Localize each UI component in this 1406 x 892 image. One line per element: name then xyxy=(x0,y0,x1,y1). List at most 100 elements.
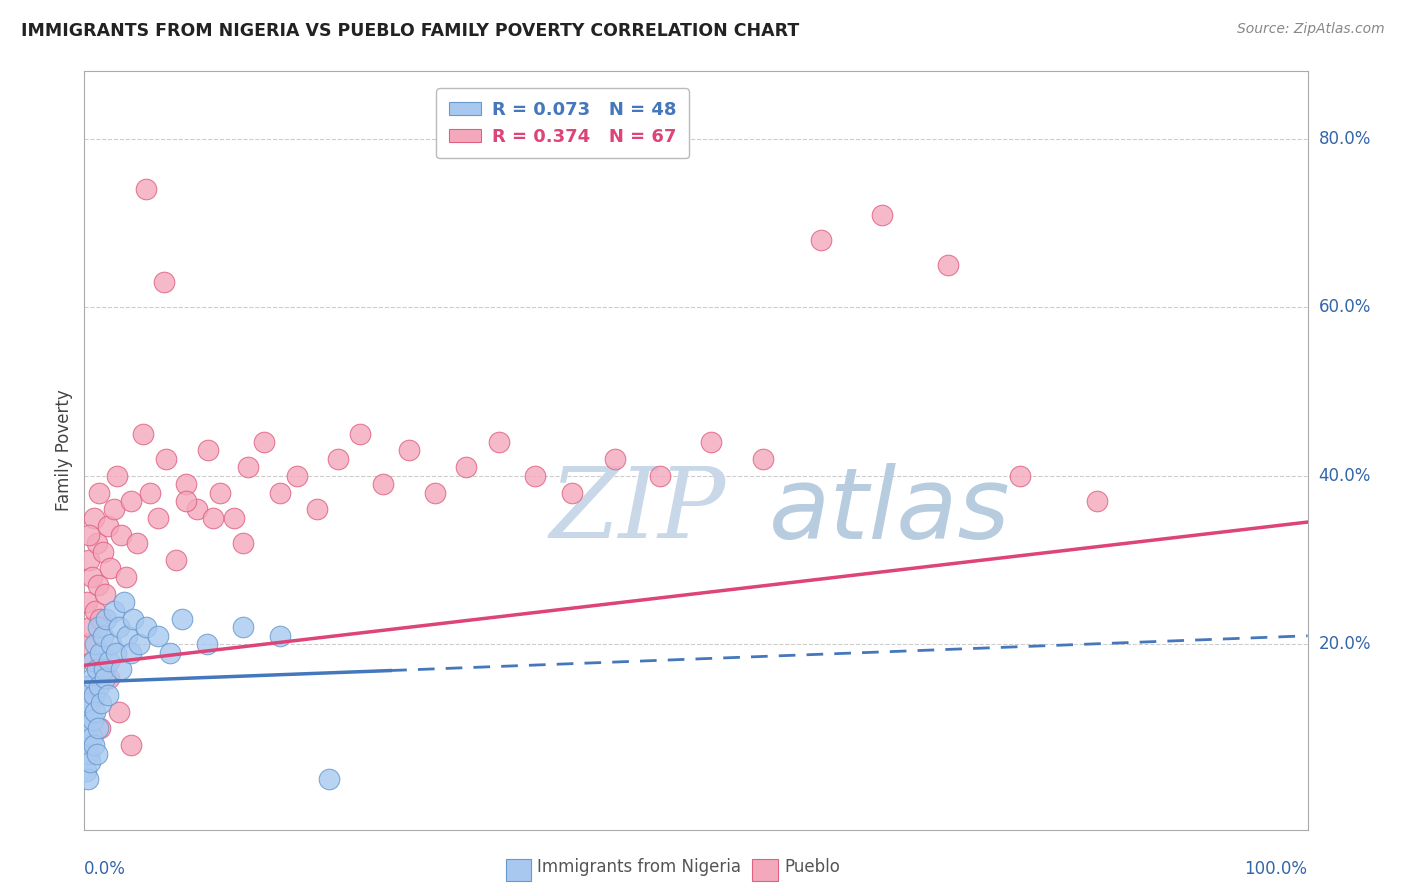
Point xyxy=(90,696,112,710)
Text: Source: ZipAtlas.com: Source: ZipAtlas.com xyxy=(1237,22,1385,37)
Point xyxy=(146,511,169,525)
Point xyxy=(91,629,114,643)
Point xyxy=(232,620,254,634)
Point xyxy=(155,451,177,466)
Point xyxy=(201,511,224,525)
Point xyxy=(77,722,100,736)
Point xyxy=(89,612,111,626)
Point xyxy=(83,688,105,702)
Y-axis label: Family Poverty: Family Poverty xyxy=(55,390,73,511)
Point xyxy=(86,536,108,550)
Point xyxy=(82,654,104,668)
Point xyxy=(105,646,128,660)
Point xyxy=(80,671,103,685)
Point xyxy=(209,485,232,500)
Point xyxy=(82,654,104,668)
Point xyxy=(76,739,98,753)
Point xyxy=(107,620,129,634)
Point xyxy=(132,426,155,441)
Text: 60.0%: 60.0% xyxy=(1319,298,1371,317)
Point xyxy=(318,772,340,786)
Point xyxy=(112,595,135,609)
Point xyxy=(870,208,893,222)
Point xyxy=(128,637,150,651)
Point xyxy=(172,612,194,626)
Point xyxy=(110,527,132,541)
Point xyxy=(371,477,394,491)
Point xyxy=(305,502,328,516)
Point xyxy=(94,671,117,685)
Point xyxy=(84,705,107,719)
Point xyxy=(75,764,97,778)
Text: Immigrants from Nigeria: Immigrants from Nigeria xyxy=(537,858,741,876)
Point xyxy=(100,637,122,651)
Point xyxy=(125,536,148,550)
Point xyxy=(454,460,477,475)
Point xyxy=(103,603,125,617)
Point xyxy=(120,739,142,753)
Point xyxy=(135,182,157,196)
Point xyxy=(91,544,114,558)
Point xyxy=(84,637,107,651)
Point xyxy=(165,553,187,567)
Point xyxy=(238,460,260,475)
Point xyxy=(83,511,105,525)
Point xyxy=(488,435,510,450)
Point xyxy=(159,646,181,660)
Point xyxy=(77,553,100,567)
Point xyxy=(115,570,138,584)
Point xyxy=(222,511,245,525)
Point xyxy=(232,536,254,550)
Point xyxy=(87,620,110,634)
Point xyxy=(146,629,169,643)
Point xyxy=(83,739,105,753)
Point xyxy=(120,646,142,660)
Point xyxy=(139,485,162,500)
Point xyxy=(285,468,308,483)
Point xyxy=(79,755,101,769)
Point xyxy=(76,595,98,609)
Text: 20.0%: 20.0% xyxy=(1319,635,1371,653)
Text: 40.0%: 40.0% xyxy=(1319,467,1371,484)
Point xyxy=(87,679,110,693)
Point xyxy=(561,485,583,500)
Point xyxy=(122,612,145,626)
Point xyxy=(197,443,219,458)
Point xyxy=(195,637,218,651)
Point xyxy=(120,494,142,508)
Point xyxy=(1010,468,1032,483)
Point xyxy=(326,451,349,466)
Point xyxy=(79,696,101,710)
Text: IMMIGRANTS FROM NIGERIA VS PUEBLO FAMILY POVERTY CORRELATION CHART: IMMIGRANTS FROM NIGERIA VS PUEBLO FAMILY… xyxy=(21,22,800,40)
Point xyxy=(83,688,105,702)
Point xyxy=(77,679,100,693)
Point xyxy=(153,275,176,289)
Point xyxy=(1085,494,1108,508)
Point xyxy=(87,485,110,500)
Point xyxy=(80,570,103,584)
Point xyxy=(98,561,121,575)
Point xyxy=(752,451,775,466)
Point xyxy=(77,772,100,786)
Point xyxy=(269,629,291,643)
Text: 80.0%: 80.0% xyxy=(1319,129,1371,148)
Point xyxy=(86,663,108,677)
Point xyxy=(174,477,197,491)
Point xyxy=(135,620,157,634)
Point xyxy=(186,502,208,516)
Point xyxy=(97,671,120,685)
Point xyxy=(77,527,100,541)
Point xyxy=(115,629,138,643)
Text: ZIP: ZIP xyxy=(550,464,725,558)
Text: 0.0%: 0.0% xyxy=(84,860,127,878)
Point xyxy=(103,502,125,516)
Point xyxy=(89,722,111,736)
Point xyxy=(96,612,118,626)
Point xyxy=(349,426,371,441)
Point xyxy=(79,620,101,634)
Point xyxy=(93,663,115,677)
Point xyxy=(82,713,104,727)
Text: atlas: atlas xyxy=(769,463,1011,559)
Point xyxy=(650,468,672,483)
Point xyxy=(810,233,832,247)
